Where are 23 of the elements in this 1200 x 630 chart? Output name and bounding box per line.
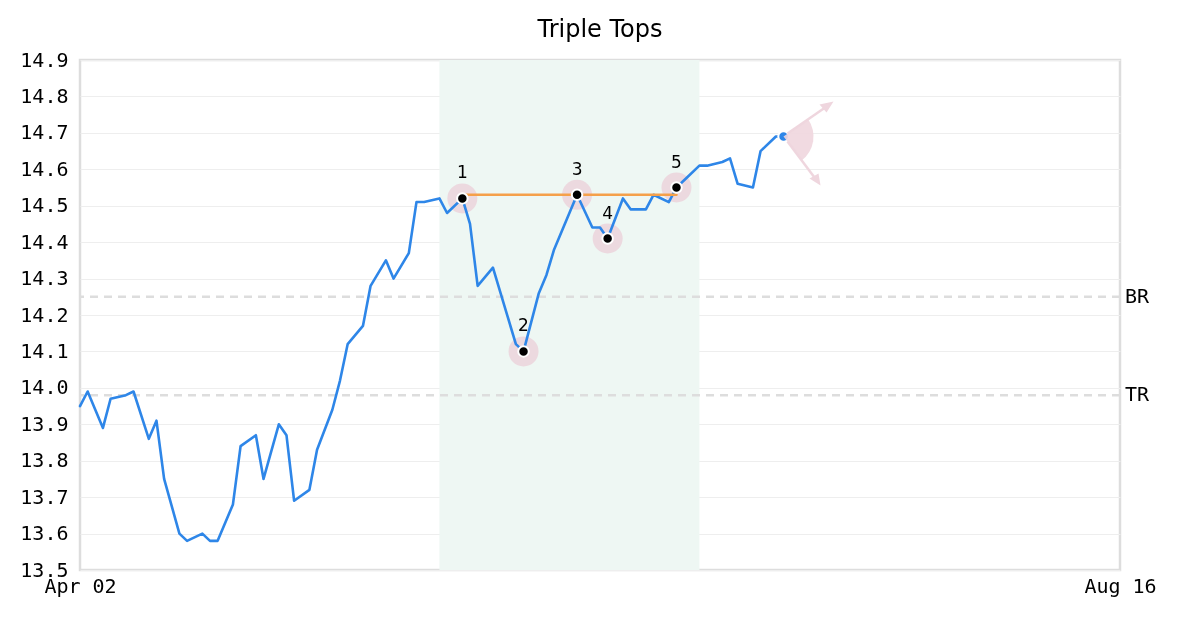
y-tick-label: 13.6 <box>20 521 69 546</box>
annotation: 5 <box>671 151 682 172</box>
y-tick-label: 14.0 <box>20 375 69 400</box>
y-tick-label: 13.8 <box>20 448 69 473</box>
y-tick-label: 14.1 <box>20 338 69 363</box>
annotation: 1 <box>456 162 468 183</box>
annotation: 4 <box>602 202 614 223</box>
y-tick-label: 14.7 <box>20 120 69 145</box>
y-tick-label: 14.5 <box>20 193 69 218</box>
y-tick-label: 13.7 <box>20 484 69 509</box>
y-tick-label: 14.4 <box>20 229 69 254</box>
y-tick-label: 14.3 <box>20 266 69 291</box>
annotation: 2 <box>518 315 529 336</box>
ref-line-label: TR <box>1125 382 1151 407</box>
y-tick-label: 14.8 <box>20 83 69 108</box>
x-tick-label: Aug 16 <box>1084 573 1157 598</box>
y-tick-label: 14.6 <box>20 156 69 181</box>
chart-title: Triple Tops <box>536 15 663 43</box>
y-tick-label: 14.2 <box>20 302 69 327</box>
y-tick-label: 14.9 <box>20 47 69 72</box>
ref-line-label: BR <box>1125 283 1151 308</box>
annotation: 3 <box>571 158 583 179</box>
y-tick-label: 13.9 <box>20 411 69 436</box>
